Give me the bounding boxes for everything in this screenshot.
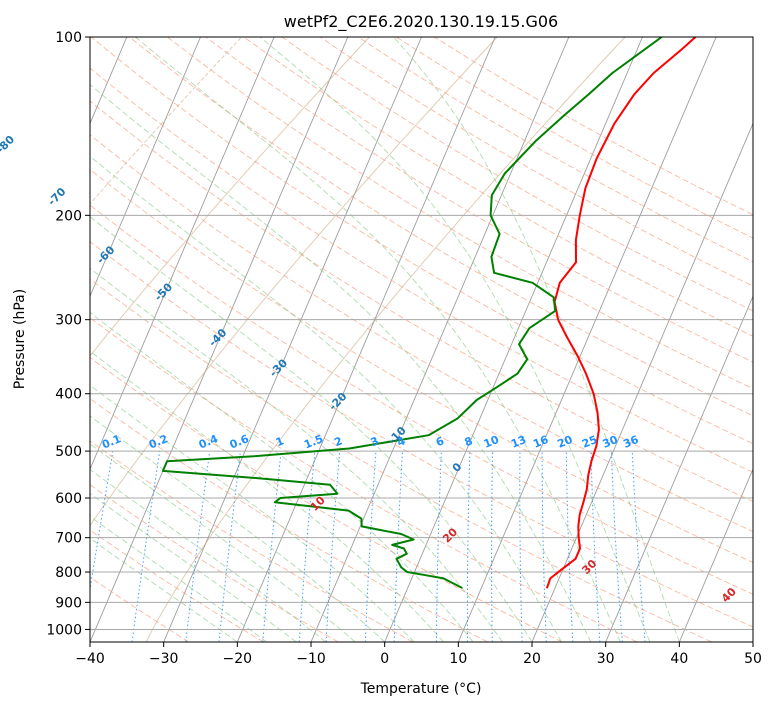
isotherm-line <box>605 295 753 642</box>
y-tick-label: 400 <box>55 387 82 403</box>
isotherm-label: -70 <box>45 185 68 208</box>
dry-adiabat-line <box>90 134 753 533</box>
plot-frame <box>89 36 754 643</box>
temperature-profile-line <box>546 37 697 589</box>
dry-adiabat-line <box>90 317 638 642</box>
moist-adiabat-line <box>90 469 326 642</box>
moist-adiabat-line <box>135 37 621 642</box>
moist-adiabat-line <box>90 415 385 642</box>
y-tick-label: 700 <box>55 531 82 547</box>
reference-curve <box>90 37 370 357</box>
isotherm-line <box>90 37 201 298</box>
y-tick-label: 500 <box>55 444 82 460</box>
x-tick-label: −10 <box>296 651 326 667</box>
x-tick-label: −20 <box>223 651 253 667</box>
isotherm-line <box>90 37 275 471</box>
y-tick-label: 600 <box>55 491 82 507</box>
dry-adiabat-line <box>90 241 753 628</box>
moist-adiabat-line <box>90 515 268 642</box>
chart-title: wetPf2_C2E6.2020.130.19.15.G06 <box>284 12 558 32</box>
isotherm-label: -80 <box>0 133 17 156</box>
x-tick-label: 30 <box>597 651 615 667</box>
isotherm-line <box>531 122 753 642</box>
x-axis-ticks: −40 −30 −20 −10 0 10 20 30 40 50 <box>75 642 762 667</box>
moist-adiabat-line <box>90 216 533 642</box>
x-tick-label: 0 <box>380 651 389 667</box>
mixing-ratio-line <box>131 451 161 642</box>
x-tick-label: −40 <box>75 651 105 667</box>
isotherm-line <box>236 37 496 642</box>
mixing-ratio-label: 3 <box>369 434 381 449</box>
isotherm-line <box>752 640 753 642</box>
dry-adiabat-line <box>90 168 753 564</box>
mixing-ratio-label: 30 <box>601 433 620 451</box>
mixing-ratio-label: 25 <box>580 433 599 451</box>
dry-adiabat-line <box>90 356 563 642</box>
y-tick-label: 800 <box>55 565 82 581</box>
moist-adiabat-line <box>90 311 474 642</box>
dry-adiabat-line <box>90 484 339 642</box>
x-tick-label: 20 <box>523 651 541 667</box>
y-tick-label: 100 <box>55 30 82 46</box>
x-tick-label: 50 <box>744 651 762 667</box>
x-tick-label: 40 <box>670 651 688 667</box>
y-axis-title: Pressure (hPa) <box>12 289 28 389</box>
isotherm-line <box>384 37 643 642</box>
dry-adiabat-line <box>205 37 753 363</box>
dry-adiabat-line <box>281 37 753 312</box>
moist-adiabat-line <box>90 537 238 642</box>
isotherm-line <box>678 467 753 642</box>
mixing-ratio-label: 20 <box>555 433 574 451</box>
y-tick-label: 1000 <box>46 622 82 638</box>
y-tick-label: 300 <box>55 313 82 329</box>
mixing-ratio-line <box>262 451 282 642</box>
mixing-ratio-label: 10 <box>482 433 501 451</box>
mixing-ratio-label: 8 <box>463 434 475 449</box>
moist-adiabat-line <box>90 83 592 642</box>
dry-adiabat-line <box>90 576 190 642</box>
dry-adiabat-line <box>90 397 488 642</box>
mixing-ratio-label: 36 <box>621 433 640 451</box>
reference-curve <box>90 37 498 527</box>
dewpoint-profile-line <box>161 37 663 589</box>
moist-adiabat-line <box>90 155 562 642</box>
mixing-ratio-label: 2 <box>332 434 344 449</box>
x-tick-label: −30 <box>149 651 179 667</box>
mixing-ratio-line <box>298 451 316 642</box>
x-tick-label: 10 <box>449 651 467 667</box>
x-axis-title: Temperature (°C) <box>360 681 482 697</box>
plot-background <box>90 37 753 642</box>
isotherm-line <box>90 37 349 642</box>
mixing-ratio-line <box>218 451 241 642</box>
mixing-ratio-label: 13 <box>509 433 528 451</box>
reference-curve <box>145 37 626 642</box>
profile-series <box>161 37 697 589</box>
mixing-ratio-line <box>185 451 211 642</box>
mixing-ratio-line <box>90 451 114 593</box>
y-tick-label: 200 <box>55 208 82 224</box>
dry-adiabat-line <box>129 37 753 417</box>
moist-adiabat-line <box>90 443 356 642</box>
dry-adiabat-line <box>90 204 753 595</box>
y-tick-label: 900 <box>55 595 82 611</box>
mixing-ratio-label: 16 <box>531 433 550 451</box>
y-axis-ticks: 100 200 300 400 500 600 700 800 900 1000 <box>46 30 90 638</box>
mixing-ratio-label: 1 <box>274 434 286 449</box>
moist-adiabat-line <box>393 37 680 642</box>
dry-adiabat-line <box>90 67 753 473</box>
moist-adiabat-line <box>90 350 444 642</box>
background-lines <box>90 37 753 642</box>
mixing-ratio-line <box>631 451 646 642</box>
